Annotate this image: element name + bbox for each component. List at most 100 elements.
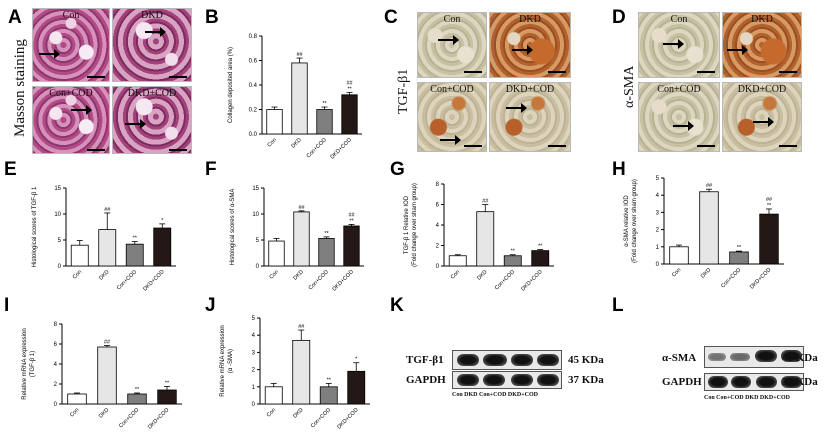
bar-dkd-cod [759,213,779,265]
significance-mark: ## [296,52,303,58]
y-tick-label: 0.4 [249,83,258,89]
chart-collagen-area: 0.0 0.2 0.4 0.6 0.8 Collagen deposited area (… [228,34,362,161]
bar-dkd-cod [347,370,366,405]
chart-tgf-histological-score: 0 5 10 15 Histological scores of TGF-β 1 Con #… [32,186,176,293]
wb-band [457,374,479,386]
y-tick-label: 0.6 [249,59,258,65]
y-tick-label: 2 [252,368,256,374]
wb-size-label: 37 KDa [782,376,818,388]
scale-bar [697,71,715,73]
bar-dkd [97,346,117,405]
significance-mark: ** [737,245,742,251]
bar-con-cod [729,251,749,265]
significance-mark: ## [706,183,713,189]
masson-staining-label: Masson staining [12,39,28,137]
wb-band [755,350,777,362]
arrow-icon [145,27,166,37]
significance-mark: ** [347,86,352,92]
wb-blot-tgf [452,350,562,370]
panel-letter-J: J [205,295,216,316]
significance-mark: ## [346,80,353,86]
chart-sma-relative-iod: 0 1 2 3 4 5 α-SMA relative IOD (Fold change ove… [624,176,784,291]
arrow-icon [39,49,60,59]
y-tick-label: 1 [656,245,660,251]
scale-bar [464,145,482,147]
micrograph-label: Con [443,14,461,25]
bar-dkd [476,211,495,267]
y-tick-label: 8 [436,182,440,188]
wb-row-label-gapdh: GAPDH [662,376,702,388]
wb-band [483,374,505,386]
y-tick-label: 6 [436,203,440,209]
significance-mark: * [161,218,164,224]
y-tick-label: 15 [54,186,61,192]
y-tick-label: 15 [252,186,259,192]
micrograph-label: DKD [519,14,541,25]
y-tick-label: 4 [656,193,660,199]
y-tick-label: 10 [252,212,259,218]
panel-letter-E: E [4,159,17,180]
micrograph-sma-dkd-cod: DKD+COD [722,82,802,152]
significance-mark: ** [767,203,772,209]
tgf-b1-ihc-label: TGF-β1 [396,68,411,114]
significance-mark: ## [482,199,489,205]
y-axis-label: Histological scores of TGF-β 1 [32,186,38,267]
chart-tgf-relative-iod: 0 2 4 6 8 TGF-β 1 Relative IOD (Fold change ov… [404,182,554,293]
micrograph-masson-con: Con [32,8,110,82]
x-tick-label: DKD+COD [336,407,359,430]
wb-row-label-gapdh: GAPDH [406,374,446,386]
x-tick-label: Con [671,267,682,278]
scale-bar [779,71,797,73]
arrow-icon [727,45,748,55]
x-tick-label: DKD [476,269,488,281]
bar-dkd-cod [531,250,550,267]
panel-letter-A: A [8,7,22,28]
micrograph-label: DKD+COD [127,88,177,99]
micrograph-label: Con [62,10,80,21]
y-tick-label: 10 [54,212,61,218]
bar-con [448,255,467,267]
chart-tgf-mrna: 0 2 4 6 8 Relative mRNA expression (TGF-β 1) Co… [22,322,182,431]
micrograph-label: Con [670,14,688,25]
x-tick-label: DKD+COD [142,269,165,292]
significance-mark: ** [349,218,354,224]
wb-lane-labels: Con DKD Con+COD DKD+COD [452,392,539,398]
wb-blot-gapdh [452,371,562,389]
panel-letter-G: G [390,159,405,180]
significance-mark: ## [298,324,305,330]
y-axis-label: (α -SMA) [228,349,234,373]
significance-mark: ** [327,377,332,383]
chart-sma-mrna: 0 1 2 3 4 5 Relative mRNA expression (α -SMA) Co… [220,316,370,431]
arrow-icon [440,135,461,145]
significance-mark: ** [324,231,329,237]
y-axis-label: Relative mRNA expression [220,325,226,396]
x-tick-label: DKD [290,137,302,149]
y-tick-label: 0.2 [249,108,258,114]
micrograph-sma-dkd: DKD [722,12,802,78]
significance-mark: ** [165,381,170,387]
bar-dkd [291,62,308,135]
bar-con [266,109,283,135]
wb-size-label: 45 KDa [568,354,604,366]
panel-letter-D: D [612,7,626,28]
scale-bar [169,76,187,78]
x-tick-label: DKD+COD [520,269,543,292]
micrograph-sma-con-cod: Con+COD [638,82,720,152]
x-tick-label: Con+COD [308,269,330,291]
significance-mark: ** [511,249,516,255]
y-tick-label: 0.8 [249,34,258,40]
x-tick-label: DKD [98,407,110,419]
wb-band [537,354,559,366]
x-tick-label: DKD+COD [330,137,353,160]
significance-mark: ## [104,340,111,346]
y-tick-label: 2 [54,382,58,388]
panel-letter-L: L [612,295,624,316]
x-tick-label: Con+COD [116,269,138,291]
significance-mark: ## [348,212,355,218]
y-tick-label: 0 [54,402,58,408]
y-axis-label: (Fold change over sham group) [412,183,418,267]
scale-bar [464,71,482,73]
x-tick-label: Con [69,407,80,418]
bar-con [70,244,89,267]
x-tick-label: Con+COD [310,407,332,429]
